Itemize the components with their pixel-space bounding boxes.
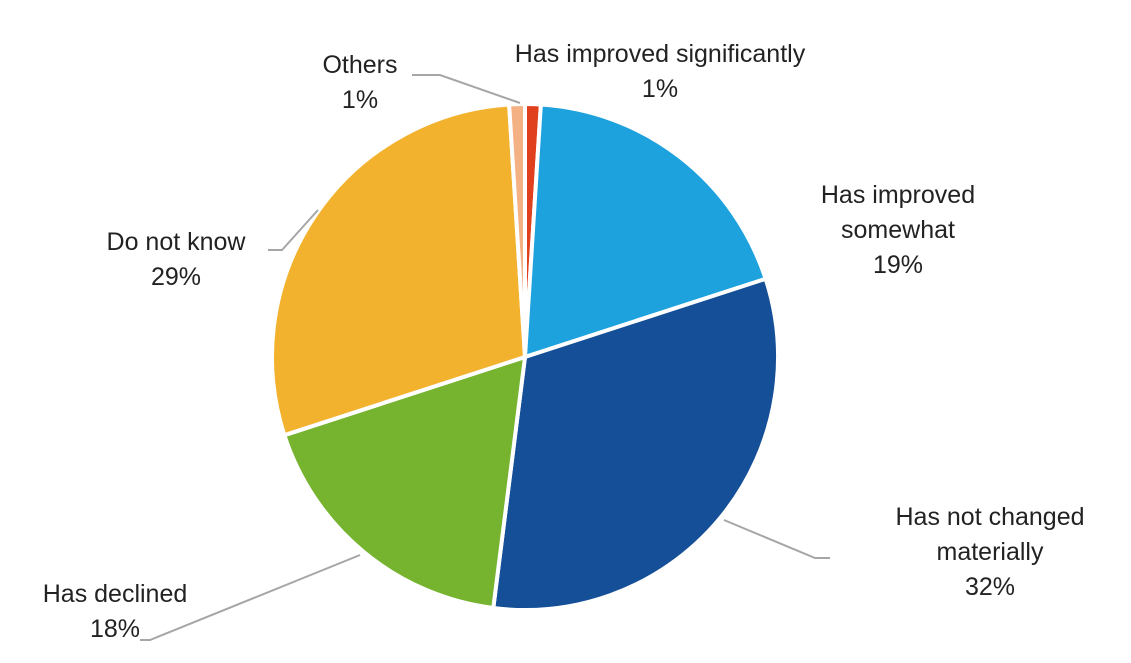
leader-line	[412, 74, 521, 104]
slice-label: Has not changed materially 32%	[895, 503, 1084, 601]
pie-slice-has-improved-somewhat	[523, 102, 768, 359]
leader-lines	[140, 74, 830, 641]
slice-percent: 18%	[90, 615, 140, 643]
slice-percent: 29%	[151, 263, 201, 291]
pie-slice-do-not-know	[270, 102, 527, 438]
pie-slice-others	[507, 102, 527, 359]
slice-labels: Has improved significantly 1%Has improved…	[43, 40, 1085, 643]
slice-label: Has improved significantly 1%	[515, 40, 806, 103]
slice-label: Has declined 18%	[43, 580, 188, 643]
slice-percent: 19%	[873, 251, 923, 279]
slice-percent: 32%	[965, 573, 1015, 601]
slice-label-line: Has declined	[43, 580, 188, 608]
slice-percent: 1%	[342, 86, 378, 114]
leader-line	[268, 209, 319, 251]
pie-slice-has-not-changed-materially	[491, 276, 780, 612]
slice-label: Do not know 29%	[107, 228, 247, 291]
slice-label-line: Has improved significantly	[515, 40, 806, 68]
slice-percent: 1%	[642, 75, 678, 103]
slice-label: Others 1%	[322, 51, 397, 114]
pie-slices	[270, 102, 780, 612]
slice-label-line: Has not changed	[895, 503, 1084, 531]
slice-label-line: Do not know	[107, 228, 247, 256]
slice-label-line: Has improved	[821, 181, 975, 209]
leader-line	[723, 519, 830, 559]
leader-line	[140, 554, 361, 641]
slice-label: Has improved somewhat 19%	[821, 181, 975, 279]
slice-label-line: Others	[322, 51, 397, 79]
slice-label-line: somewhat	[841, 216, 955, 244]
pie-slice-has-declined	[282, 355, 527, 611]
slice-label-line: materially	[937, 538, 1044, 566]
